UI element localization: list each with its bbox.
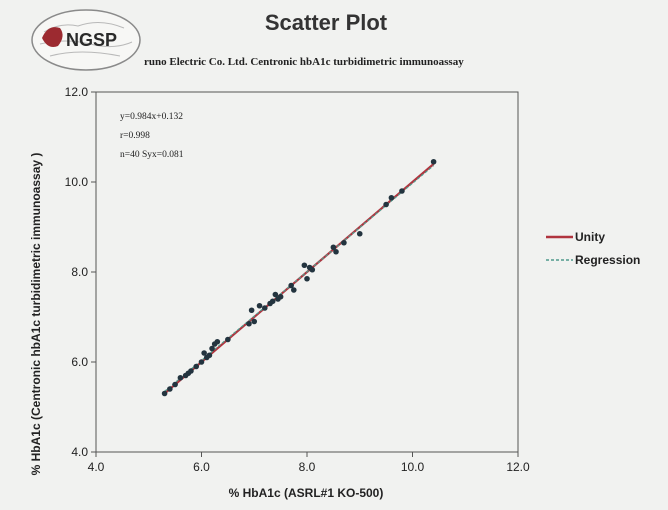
y-axis-label: % HbA1c (Centronic hbA1c turbidimetric i…	[29, 153, 43, 476]
y-tick-label: 10.0	[65, 175, 89, 189]
data-point	[251, 318, 258, 325]
data-point	[198, 359, 205, 365]
data-point	[262, 305, 268, 311]
data-point	[246, 320, 252, 327]
legend: Unity Regression	[546, 230, 640, 267]
data-point	[269, 298, 276, 305]
data-point	[248, 307, 255, 314]
data-point	[291, 287, 297, 293]
data-point	[383, 201, 389, 208]
data-point	[356, 230, 363, 237]
data-point	[330, 244, 337, 251]
data-point	[193, 363, 200, 370]
data-point	[399, 188, 405, 194]
data-point	[333, 248, 339, 255]
axis-tick-labels: 4.0 6.0 8.0 10.0 12.0 4.0 6.0 8.0 10.0 12.0	[65, 85, 530, 474]
annotation-n-syx: n=40 Syx=0.081	[120, 150, 184, 160]
data-point	[304, 275, 310, 282]
ngsp-logo: NGSP	[30, 8, 142, 72]
data-point	[206, 352, 213, 359]
data-point	[167, 386, 173, 392]
x-tick-label: 6.0	[193, 460, 210, 474]
data-point	[301, 262, 308, 269]
data-point	[161, 390, 168, 397]
legend-unity-label: Unity	[575, 230, 605, 244]
data-points	[161, 158, 437, 397]
x-tick-label: 10.0	[401, 460, 425, 474]
data-point	[341, 239, 347, 246]
y-tick-label: 6.0	[71, 355, 88, 369]
data-point	[277, 293, 284, 300]
data-point	[172, 381, 178, 388]
data-point	[188, 368, 194, 374]
chart-subtitle: runo Electric Co. Ltd. Centronic hbA1c t…	[144, 56, 464, 68]
x-tick-label: 4.0	[88, 460, 105, 474]
y-tick-label: 12.0	[65, 85, 89, 99]
chart-title: Scatter Plot	[264, 10, 388, 35]
x-tick-label: 8.0	[299, 460, 316, 474]
data-point	[430, 158, 437, 165]
y-tick-label: 8.0	[71, 265, 88, 279]
data-point	[272, 291, 279, 298]
data-point	[388, 194, 395, 201]
data-point	[177, 374, 184, 381]
legend-regression-label: Regression	[575, 253, 640, 267]
logo-red-mark	[42, 27, 63, 47]
logo-text: NGSP	[66, 30, 117, 50]
data-point	[288, 282, 294, 289]
data-point	[214, 338, 221, 345]
data-point	[256, 302, 263, 309]
data-point	[225, 336, 231, 343]
axis-ticks	[91, 91, 519, 457]
regression-line	[164, 165, 434, 392]
data-point	[309, 266, 316, 273]
x-tick-label: 12.0	[506, 460, 530, 474]
annotation-r: r=0.998	[120, 131, 150, 141]
y-tick-label: 4.0	[71, 445, 88, 459]
data-point	[209, 345, 215, 352]
data-point	[201, 350, 207, 356]
annotation-equation: y=0.984x+0.132	[120, 112, 183, 122]
x-axis-label: % HbA1c (ASRL#1 KO-500)	[229, 486, 384, 500]
